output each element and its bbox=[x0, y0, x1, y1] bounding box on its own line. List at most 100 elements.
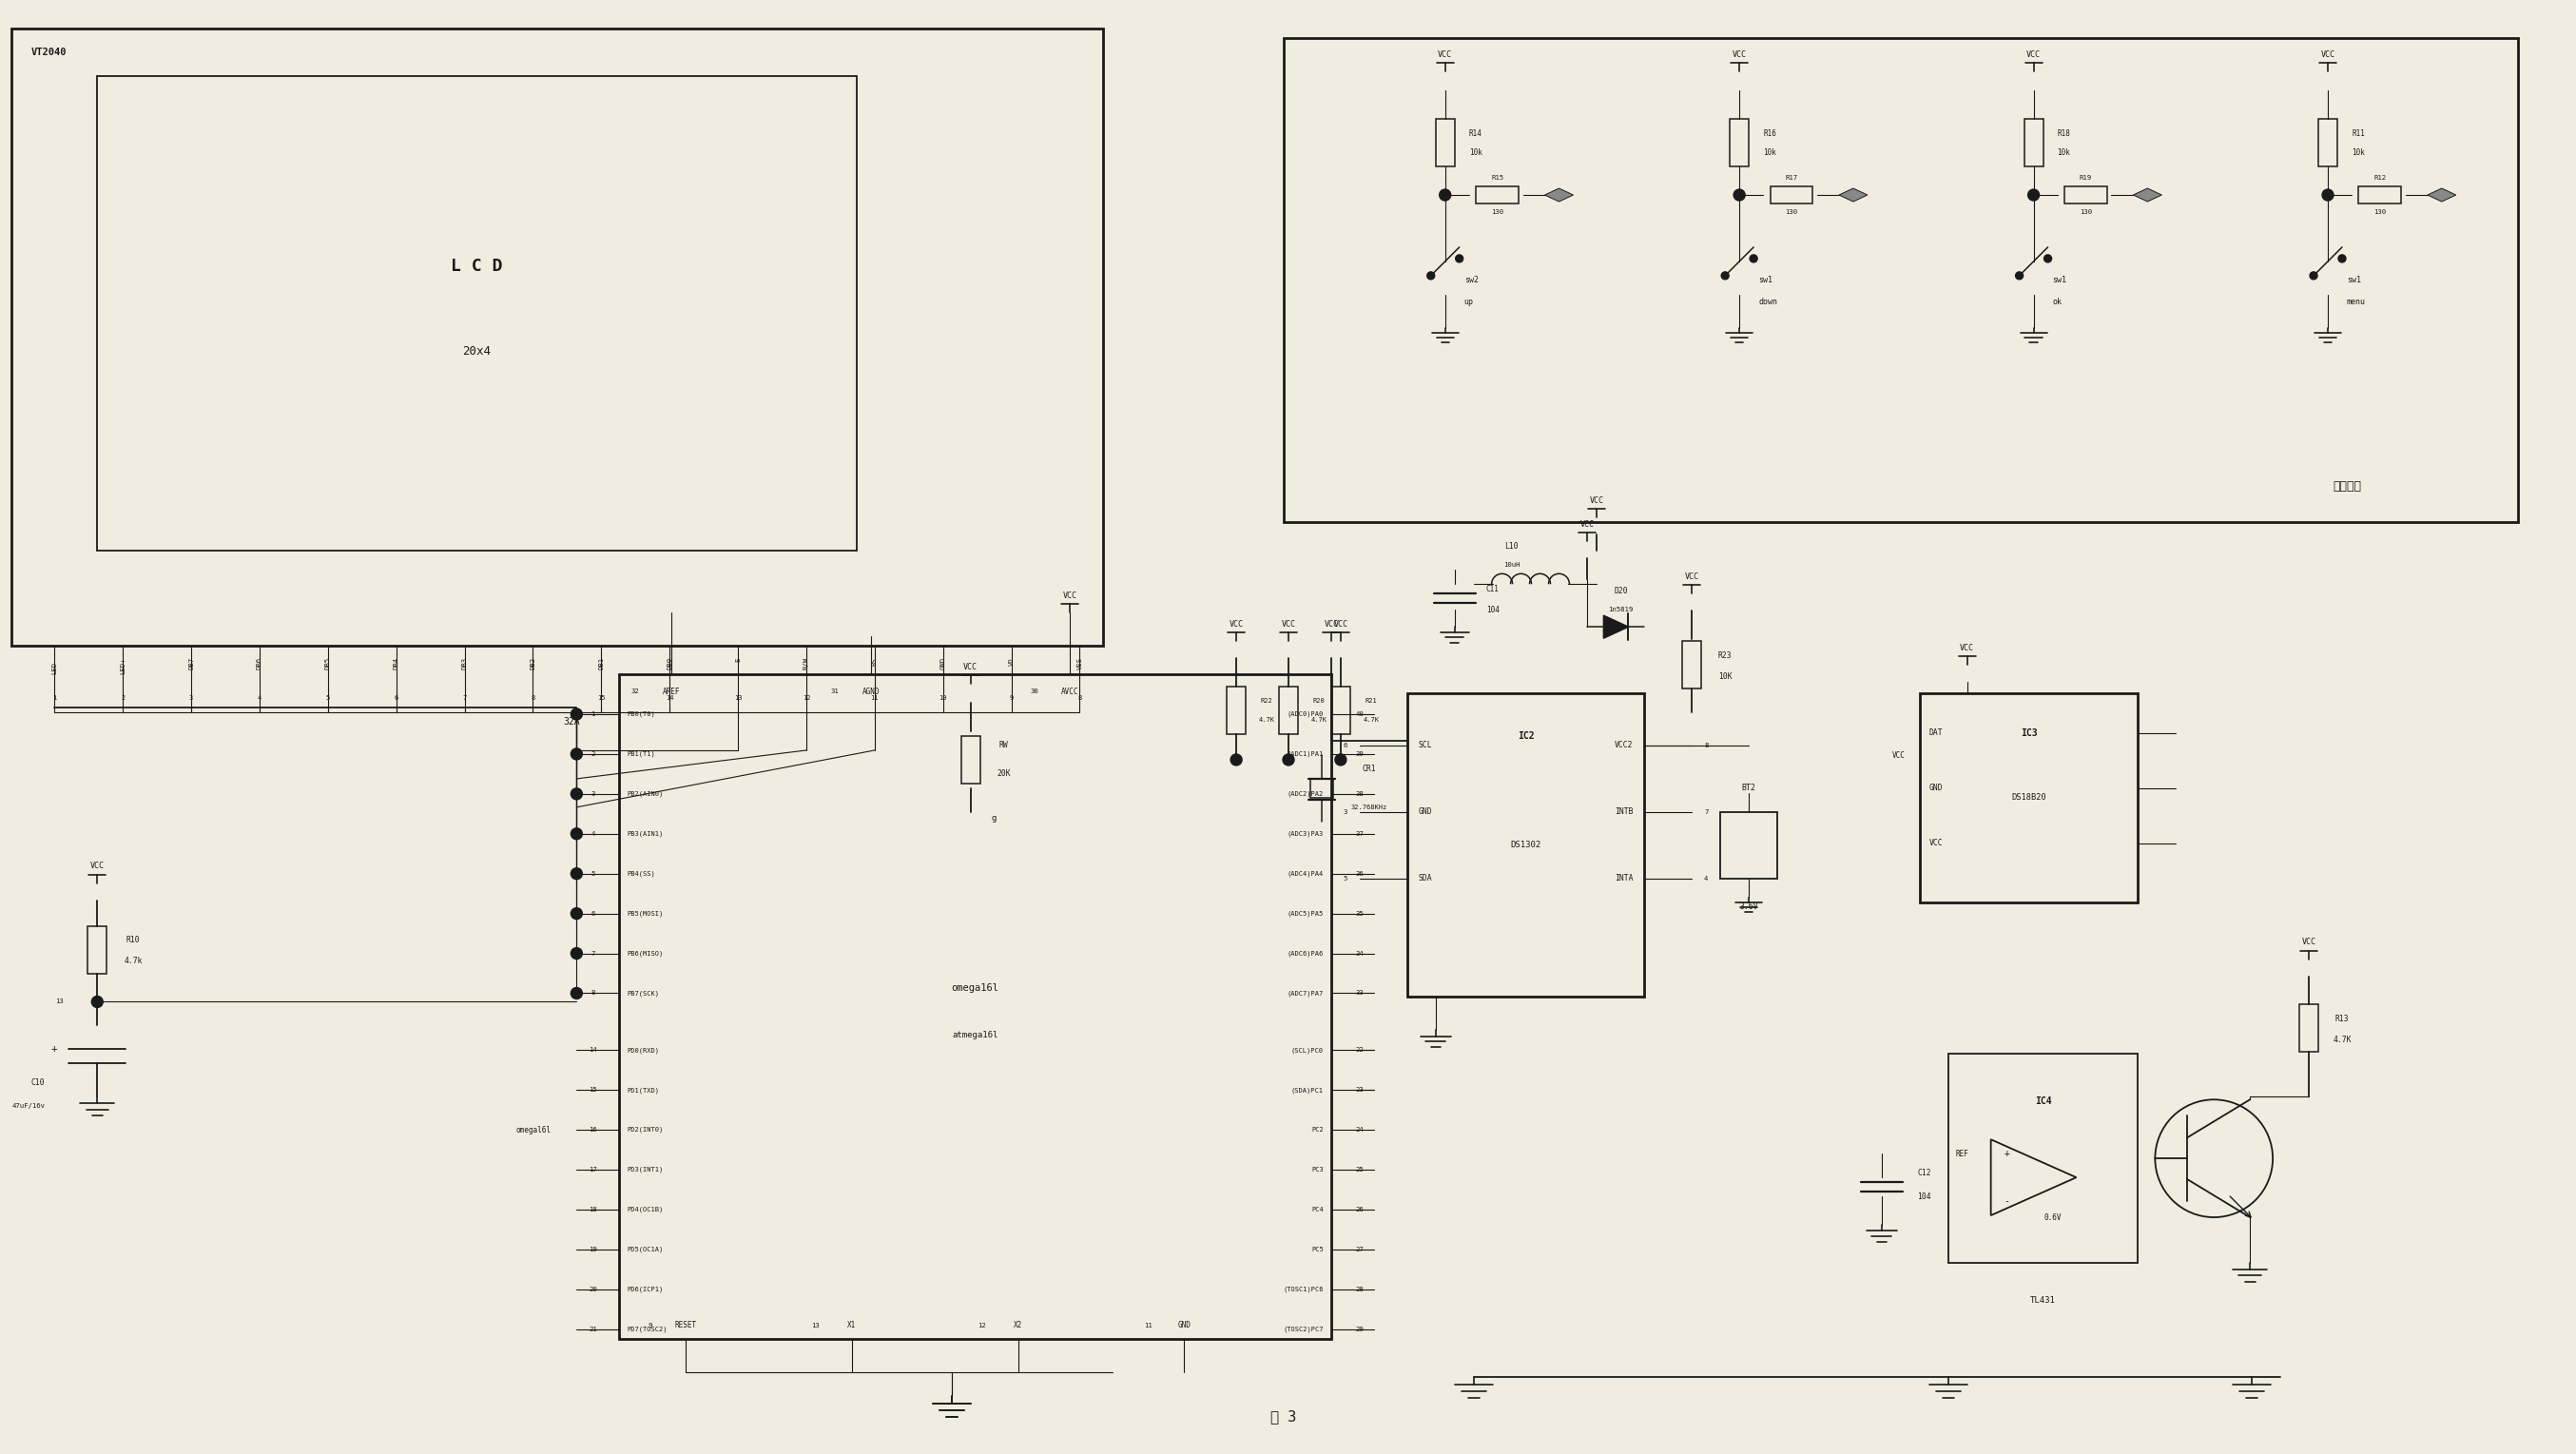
Bar bbox=[1311, 779, 1334, 798]
Text: PD0(RXD): PD0(RXD) bbox=[626, 1047, 659, 1053]
Text: 26: 26 bbox=[1355, 1207, 1363, 1213]
Text: 4.7K: 4.7K bbox=[2334, 1035, 2352, 1044]
Bar bbox=[2025, 119, 2043, 167]
Text: VSS: VSS bbox=[1077, 657, 1082, 670]
Text: R/W: R/W bbox=[804, 657, 809, 670]
Text: 20x4: 20x4 bbox=[464, 346, 492, 358]
Text: g: g bbox=[992, 814, 997, 823]
Text: PB2(AIN0): PB2(AIN0) bbox=[626, 791, 662, 797]
Text: L C D: L C D bbox=[451, 257, 502, 275]
Text: PD3(INT1): PD3(INT1) bbox=[626, 1166, 662, 1173]
Text: down: down bbox=[1759, 298, 1777, 307]
Circle shape bbox=[2311, 272, 2318, 279]
Text: GND: GND bbox=[940, 657, 945, 670]
Text: PD4(OC1B): PD4(OC1B) bbox=[626, 1207, 662, 1213]
Text: 10: 10 bbox=[938, 695, 948, 701]
Text: 38: 38 bbox=[1355, 791, 1363, 797]
Text: RESET: RESET bbox=[675, 1322, 696, 1330]
Text: 11: 11 bbox=[1144, 1323, 1151, 1329]
Text: 104: 104 bbox=[1486, 605, 1499, 614]
Text: VT2040: VT2040 bbox=[31, 48, 67, 57]
Text: VCC: VCC bbox=[1437, 51, 1453, 58]
Text: 25: 25 bbox=[1355, 1168, 1363, 1173]
Circle shape bbox=[1427, 272, 1435, 279]
Text: 28: 28 bbox=[1355, 1287, 1363, 1293]
Text: +: + bbox=[2004, 1149, 2009, 1159]
Text: DB7: DB7 bbox=[188, 657, 193, 670]
Text: R15: R15 bbox=[1492, 174, 1504, 180]
Text: 0.6V: 0.6V bbox=[2043, 1213, 2061, 1221]
Text: 130: 130 bbox=[1492, 209, 1504, 215]
Text: 5: 5 bbox=[590, 871, 595, 877]
Text: BT2: BT2 bbox=[1741, 784, 1757, 792]
Bar bbox=[88, 926, 106, 973]
Text: DB5: DB5 bbox=[325, 657, 330, 670]
Circle shape bbox=[2321, 189, 2334, 201]
Text: omega16l: omega16l bbox=[951, 983, 999, 992]
Text: 18: 18 bbox=[587, 1207, 598, 1213]
Text: 31: 31 bbox=[829, 689, 840, 694]
Text: 130: 130 bbox=[2079, 209, 2092, 215]
Text: 1: 1 bbox=[590, 711, 595, 717]
Text: INTA: INTA bbox=[1615, 874, 1633, 883]
Bar bbox=[1332, 686, 1350, 734]
Text: 1: 1 bbox=[52, 695, 57, 701]
Text: 7: 7 bbox=[464, 695, 466, 701]
Bar bbox=[1226, 686, 1247, 734]
Text: (ADC4)PA4: (ADC4)PA4 bbox=[1288, 871, 1324, 877]
Text: VCC: VCC bbox=[2303, 938, 2316, 947]
Text: PB1(T1): PB1(T1) bbox=[626, 750, 654, 758]
Text: up: up bbox=[1463, 298, 1473, 307]
Text: 10k: 10k bbox=[1762, 148, 1777, 157]
Text: SDA: SDA bbox=[1419, 874, 1432, 883]
Circle shape bbox=[572, 829, 582, 839]
Text: 4: 4 bbox=[590, 830, 595, 836]
Polygon shape bbox=[1839, 189, 1868, 202]
Text: R20: R20 bbox=[1314, 698, 1324, 704]
Polygon shape bbox=[2133, 189, 2161, 202]
Text: 3: 3 bbox=[590, 791, 595, 797]
Text: 4.7k: 4.7k bbox=[124, 957, 142, 965]
Text: VCC: VCC bbox=[1685, 573, 1700, 580]
Text: INTB: INTB bbox=[1615, 807, 1633, 816]
Text: PD6(ICP1): PD6(ICP1) bbox=[626, 1287, 662, 1293]
Text: DB3: DB3 bbox=[461, 657, 466, 670]
Text: R13: R13 bbox=[2334, 1015, 2349, 1024]
Text: PC2: PC2 bbox=[1311, 1127, 1324, 1133]
Text: 35: 35 bbox=[1355, 910, 1363, 916]
Text: 8: 8 bbox=[590, 990, 595, 996]
Text: 33: 33 bbox=[1355, 990, 1363, 996]
Circle shape bbox=[572, 987, 582, 999]
Text: (ADC5)PA5: (ADC5)PA5 bbox=[1288, 910, 1324, 916]
Text: ok: ok bbox=[2053, 298, 2061, 307]
Text: 27: 27 bbox=[1355, 1246, 1363, 1252]
Circle shape bbox=[1440, 189, 1450, 201]
Text: DS1302: DS1302 bbox=[1510, 840, 1540, 849]
Text: 10uH: 10uH bbox=[1504, 563, 1520, 569]
Text: 8: 8 bbox=[1077, 695, 1082, 701]
Bar bbox=[1682, 641, 1700, 689]
Circle shape bbox=[2043, 254, 2050, 262]
Text: 5: 5 bbox=[1342, 875, 1347, 881]
Text: (TOSC2)PC7: (TOSC2)PC7 bbox=[1283, 1326, 1324, 1332]
Text: LED+: LED+ bbox=[121, 657, 126, 673]
Text: 12: 12 bbox=[979, 1323, 987, 1329]
Text: 30: 30 bbox=[1030, 689, 1038, 694]
Text: VCC: VCC bbox=[1064, 592, 1077, 601]
Text: 36: 36 bbox=[1355, 871, 1363, 877]
Text: 6: 6 bbox=[590, 910, 595, 916]
Text: 4: 4 bbox=[258, 695, 263, 701]
Bar bbox=[618, 675, 1332, 1339]
Text: 13: 13 bbox=[811, 1323, 819, 1329]
Text: X2: X2 bbox=[1012, 1322, 1023, 1330]
Text: 22: 22 bbox=[1355, 1047, 1363, 1053]
Text: E: E bbox=[734, 657, 742, 662]
Text: atmega16l: atmega16l bbox=[953, 1031, 999, 1040]
Text: 5: 5 bbox=[327, 695, 330, 701]
Text: DAT: DAT bbox=[1929, 728, 1942, 737]
Bar bbox=[961, 736, 979, 784]
Text: PD7(TOSC2): PD7(TOSC2) bbox=[626, 1326, 667, 1332]
Text: PC4: PC4 bbox=[1311, 1207, 1324, 1213]
Text: 19: 19 bbox=[587, 1246, 598, 1252]
Text: R22: R22 bbox=[1260, 698, 1273, 704]
